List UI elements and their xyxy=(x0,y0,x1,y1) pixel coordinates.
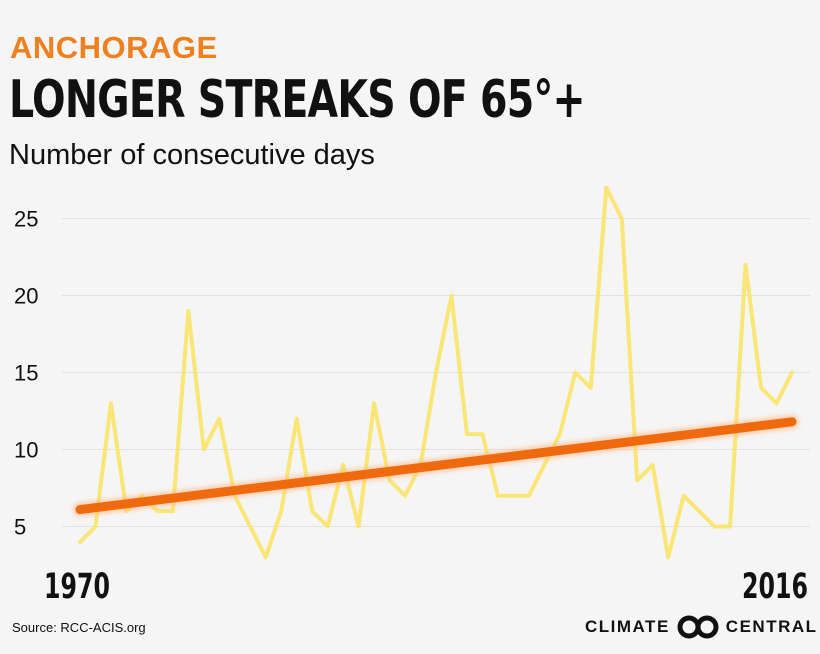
y-tick-label-25: 25 xyxy=(14,207,38,232)
data-point-2013 xyxy=(745,264,747,266)
chart-subtitle: Number of consecutive days xyxy=(9,139,375,171)
data-point-1990 xyxy=(389,479,391,481)
climate-central-brand: CLIMATE CENTRAL xyxy=(585,614,818,640)
data-point-2006 xyxy=(636,479,638,481)
data-point-1994 xyxy=(450,295,452,296)
data-point-1979 xyxy=(218,418,220,420)
x-tick-label-start: 1970 xyxy=(44,567,110,607)
trend-line xyxy=(75,417,797,515)
data-point-1993 xyxy=(435,372,437,373)
data-point-2015 xyxy=(776,402,778,404)
data-point-2000 xyxy=(543,464,545,466)
data-point-1970 xyxy=(79,541,81,543)
data-point-1972 xyxy=(110,402,112,404)
data-point-1976 xyxy=(172,510,174,512)
brand-right-text: CENTRAL xyxy=(725,617,818,636)
source-note: Source: RCC-ACIS.org xyxy=(12,620,146,635)
data-point-2016 xyxy=(791,372,793,373)
data-point-1999 xyxy=(528,495,530,497)
data-point-2007 xyxy=(652,464,654,466)
data-point-1998 xyxy=(512,495,514,497)
y-tick-label-20: 20 xyxy=(14,284,38,309)
data-point-1978 xyxy=(203,449,205,450)
y-tick-label-10: 10 xyxy=(14,438,38,463)
data-point-1984 xyxy=(296,418,298,420)
data-point-2011 xyxy=(714,526,716,527)
data-point-1985 xyxy=(311,510,313,512)
chart-title: LONGER STREAKS OF 65°+ xyxy=(9,70,586,130)
data-point-2014 xyxy=(760,387,762,389)
data-point-1987 xyxy=(342,464,344,466)
x-tick-label-end: 2016 xyxy=(742,567,808,607)
climate-central-logo-icon xyxy=(677,615,719,639)
brand-left-text: CLIMATE xyxy=(585,617,670,636)
data-point-1971 xyxy=(94,526,96,527)
y-tick-label-15: 15 xyxy=(14,361,38,386)
data-point-2001 xyxy=(559,433,561,435)
data-point-2012 xyxy=(729,526,731,527)
data-point-1986 xyxy=(327,526,329,527)
y-tick-label-5: 5 xyxy=(14,515,26,540)
data-point-1989 xyxy=(373,402,375,404)
data-point-2008 xyxy=(667,556,669,558)
data-point-1991 xyxy=(404,495,406,497)
data-point-2010 xyxy=(698,510,700,512)
data-point-1981 xyxy=(249,526,251,527)
data-point-1982 xyxy=(265,556,267,558)
data-point-2003 xyxy=(590,387,592,389)
data-point-2002 xyxy=(574,372,576,373)
data-point-2004 xyxy=(605,187,607,189)
data-point-1988 xyxy=(358,526,360,527)
data-point-1996 xyxy=(481,433,483,435)
data-point-1983 xyxy=(280,510,282,512)
data-point-2009 xyxy=(683,495,685,497)
data-point-2005 xyxy=(621,218,623,219)
data-point-1995 xyxy=(466,433,468,435)
data-point-1997 xyxy=(497,495,499,497)
chart-kicker: ANCHORAGE xyxy=(10,30,218,65)
data-point-1977 xyxy=(187,310,189,312)
data-point-1975 xyxy=(156,510,158,512)
